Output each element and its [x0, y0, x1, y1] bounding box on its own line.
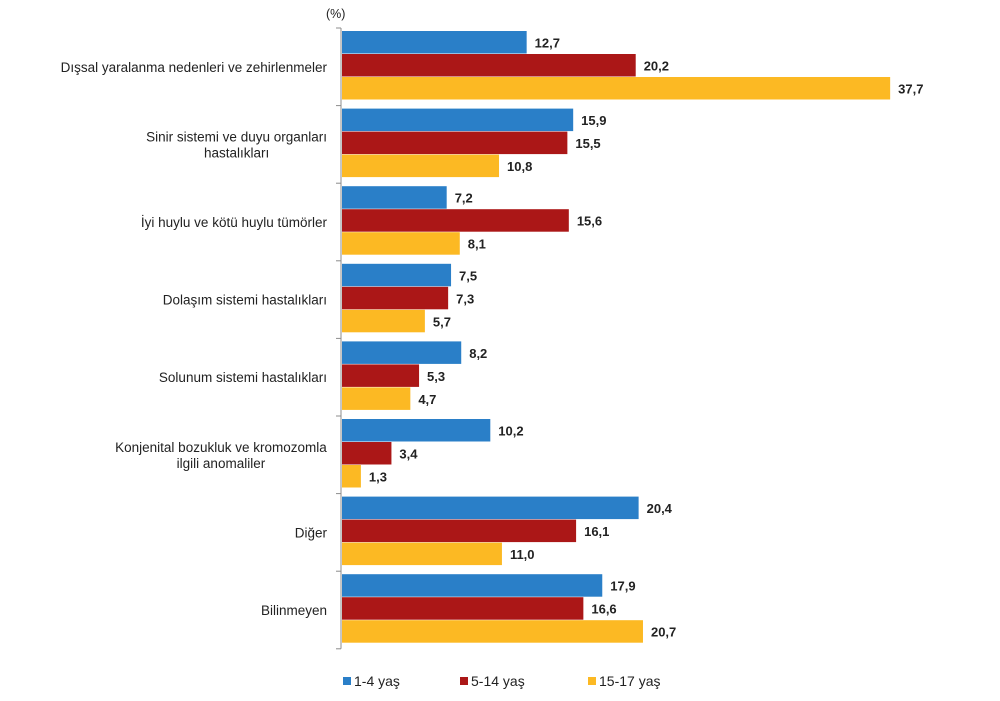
category-label-line: Dışsal yaralanma nedenleri ve zehirlenme… [61, 60, 328, 75]
data-label: 5,7 [433, 314, 451, 329]
data-label: 20,2 [644, 59, 669, 74]
category-label-line: Sinir sistemi ve duyu organları [146, 129, 327, 144]
data-label: 15,9 [581, 113, 606, 128]
data-label: 16,1 [584, 524, 609, 539]
category-label-line: Solunum sistemi hastalıkları [159, 370, 327, 385]
data-label: 20,7 [651, 625, 676, 640]
data-label: 8,1 [468, 237, 486, 252]
category-label: Dolaşım sistemi hastalıkları [163, 293, 327, 308]
y-axis [336, 27, 342, 650]
data-label: 10,8 [507, 159, 532, 174]
category-label: Solunum sistemi hastalıkları [159, 370, 327, 385]
bar [342, 542, 502, 566]
category-label: Sinir sistemi ve duyu organları hastalıkl… [146, 129, 327, 160]
category-labels: Dışsal yaralanma nedenleri ve zehirlenme… [61, 60, 328, 618]
data-label: 12,7 [535, 36, 560, 51]
unit-label: (%) [326, 7, 345, 21]
data-label: 17,9 [610, 579, 635, 594]
bar [342, 186, 447, 209]
legend-swatch [460, 677, 468, 685]
bar [342, 77, 891, 100]
category-label-line: hastalıkları [204, 145, 269, 160]
data-label: 8,2 [469, 346, 487, 361]
bar [342, 620, 643, 643]
data-label: 15,6 [577, 214, 602, 229]
bar [342, 496, 639, 520]
bar [342, 31, 527, 54]
category-label: Diğer [295, 525, 328, 540]
data-label: 37,7 [898, 82, 923, 97]
category-label-line: Bilinmeyen [261, 603, 327, 618]
data-label: 11,0 [510, 547, 535, 562]
legend-label: 5-14 yaş [471, 673, 525, 689]
category-label-line: Konjenital bozukluk ve kromozomla [115, 440, 327, 455]
category-label-line: ilgili anomaliler [177, 456, 266, 471]
legend-label: 1-4 yaş [354, 673, 400, 689]
data-label: 7,2 [455, 191, 473, 206]
bar [342, 232, 460, 255]
legend-swatch [588, 677, 596, 685]
data-label: 1,3 [369, 470, 387, 485]
bar [342, 387, 411, 410]
category-label: İyi huylu ve kötü huylu tümörler [141, 215, 328, 230]
bar [342, 419, 491, 442]
legend-label: 15-17 yaş [599, 673, 660, 689]
bar [342, 341, 462, 364]
data-label: 3,4 [399, 447, 418, 462]
bars: 12,7 20,2 37,7 15,9 15,5 10,8 7,2 15,6 8,1 7,5 7,3… [342, 31, 923, 643]
bar [342, 131, 568, 155]
category-label: Konjenital bozukluk ve kromozomla ilgili … [115, 440, 327, 471]
data-label: 4,7 [418, 392, 436, 407]
data-label: 15,5 [575, 136, 600, 151]
bar [342, 286, 449, 310]
bar [342, 209, 569, 232]
category-label: Bilinmeyen [261, 603, 327, 618]
legend: 1-4 yaş 5-14 yaş 15-17 yaş [343, 673, 660, 689]
data-label: 20,4 [647, 501, 673, 516]
bar [342, 597, 584, 620]
category-label-line: İyi huylu ve kötü huylu tümörler [141, 215, 328, 230]
category-label-line: Diğer [295, 525, 328, 540]
data-label: 16,6 [591, 602, 616, 617]
category-label-line: Dolaşım sistemi hastalıkları [163, 293, 327, 308]
data-label: 7,5 [459, 268, 477, 283]
bar [342, 519, 577, 543]
bar [342, 574, 603, 597]
data-label: 10,2 [498, 424, 523, 439]
bar [342, 364, 420, 387]
bar [342, 442, 392, 465]
bar [342, 154, 500, 178]
data-label: 7,3 [456, 291, 474, 306]
data-label: 5,3 [427, 369, 445, 384]
bar [342, 263, 452, 287]
bar [342, 108, 574, 132]
bar [342, 54, 636, 77]
legend-swatch [343, 677, 351, 685]
category-label: Dışsal yaralanma nedenleri ve zehirlenme… [61, 60, 328, 75]
bar [342, 465, 361, 488]
bar [342, 309, 425, 333]
